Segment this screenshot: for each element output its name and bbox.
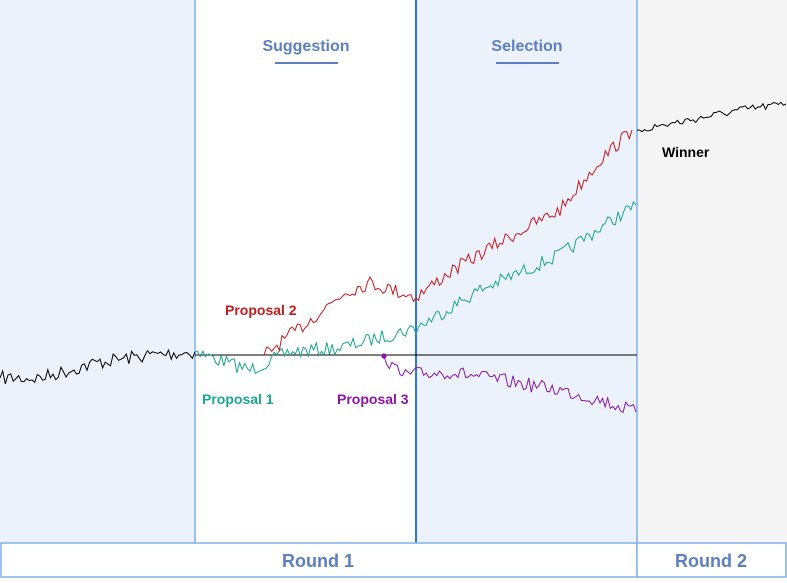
- suggestion-band: [195, 0, 416, 543]
- proposal-3-label: Proposal 3: [337, 391, 409, 407]
- selection-band: [416, 0, 637, 543]
- round-2-box: [636, 542, 787, 578]
- round-2-label: Round 2: [675, 551, 747, 571]
- round-2-band: [637, 0, 787, 543]
- history-line: [0, 348, 196, 385]
- proposal-3-start-dot: [381, 353, 387, 359]
- selection-heading: Selection: [491, 38, 562, 55]
- winner-label: Winner: [662, 144, 710, 160]
- proposal-1-line: [194, 201, 637, 375]
- history-band: [0, 0, 195, 543]
- proposal-1-label: Proposal 1: [202, 391, 274, 407]
- proposal-2-label: Proposal 2: [225, 302, 297, 318]
- winner-line: [636, 101, 787, 133]
- proposal-2-line: [263, 129, 633, 356]
- round-1-label: Round 1: [282, 551, 354, 571]
- proposal-3-line: [383, 355, 637, 414]
- round-1-box: [0, 542, 638, 578]
- suggestion-heading: Suggestion: [262, 38, 349, 55]
